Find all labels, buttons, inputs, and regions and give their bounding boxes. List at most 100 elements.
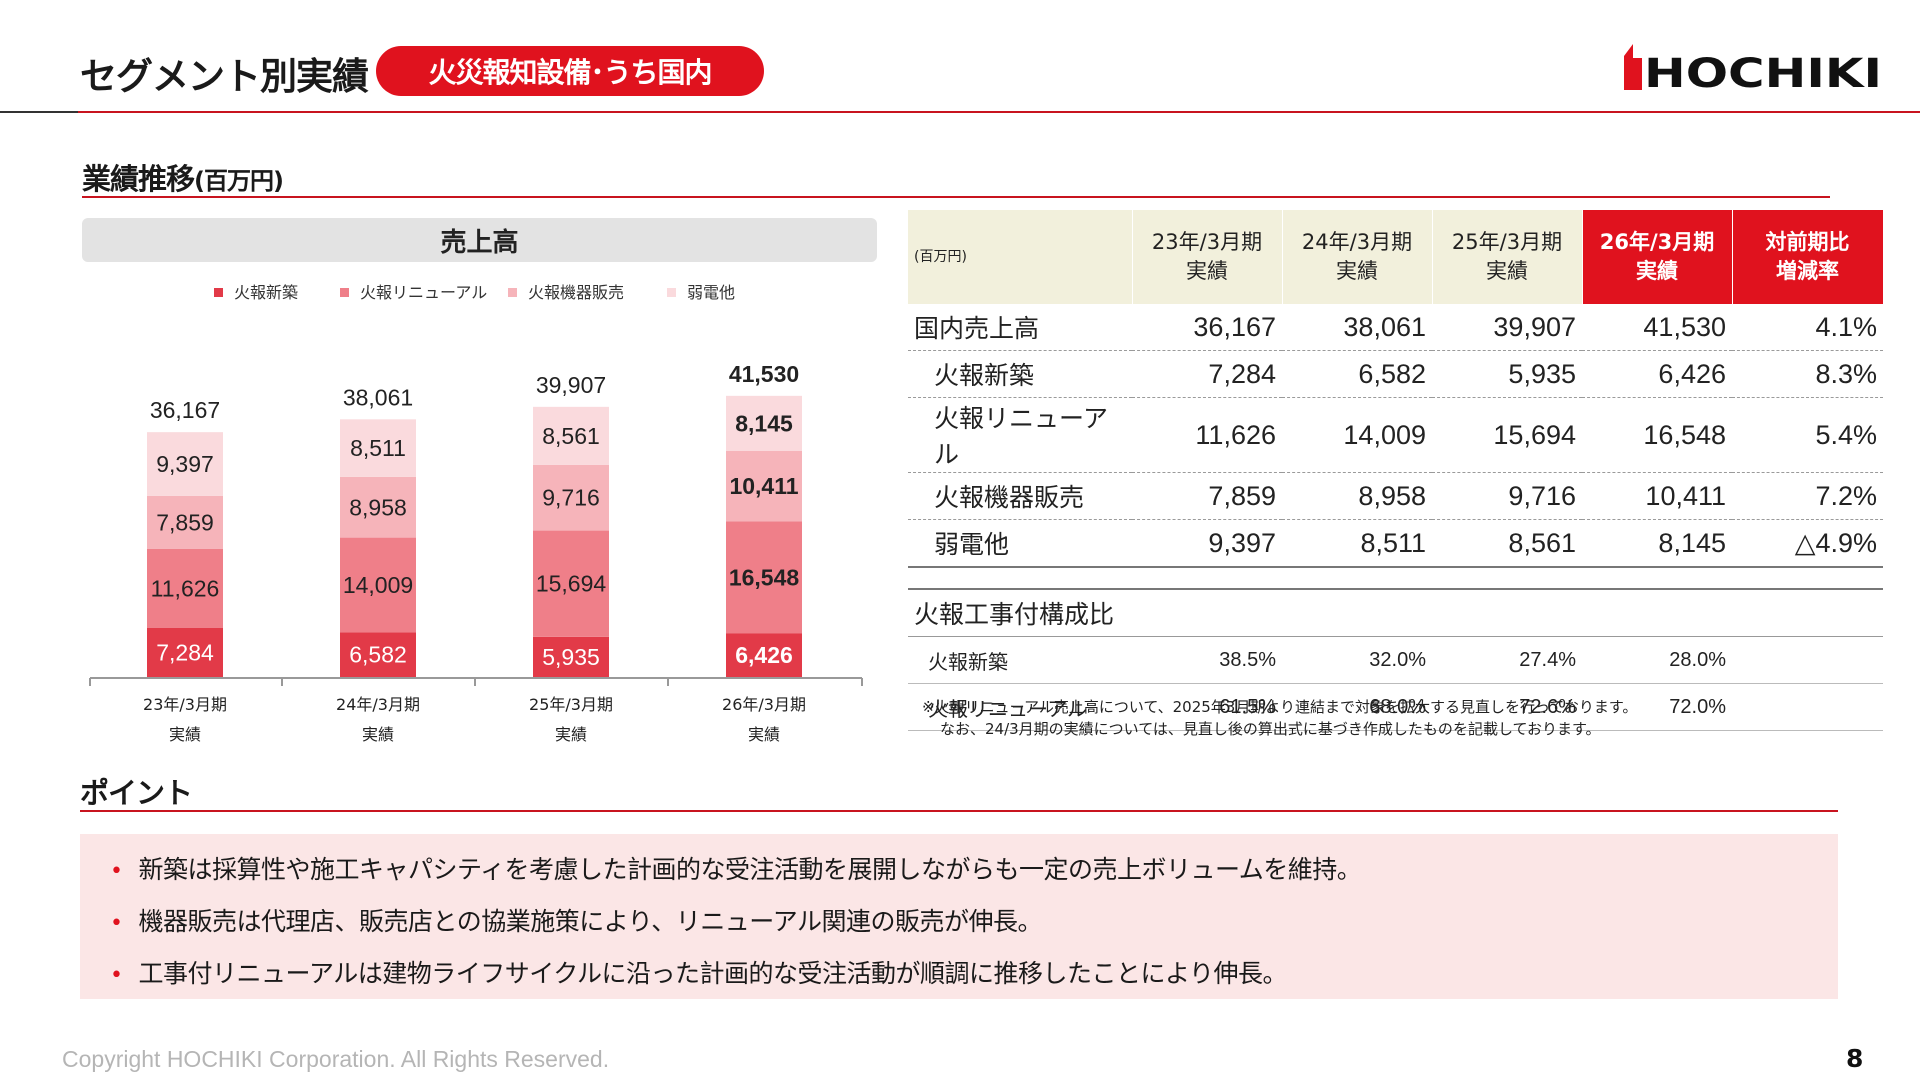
logo-flame-mark — [1624, 44, 1633, 90]
header-line2: 増減率 — [1776, 259, 1839, 283]
bar-value-label: 15,694 — [536, 571, 607, 597]
bar-value-label: 10,411 — [729, 473, 798, 499]
x-tick-label: 23年/3月期 — [143, 695, 227, 714]
bar-value-label: 6,582 — [349, 642, 407, 668]
table-row-renewal: 火報リニューアル 11,626 14,009 15,694 16,548 5.4… — [908, 397, 1883, 473]
ratio-section-label: 火報工事付構成比 — [908, 589, 1883, 637]
legend-swatch — [340, 288, 349, 297]
table-ratio-row-renewal: 火報リニューアル 61.5% 68.0% 72.6% 72.0% — [908, 683, 1883, 731]
table-header-fy24: 24年/3月期 実績 — [1282, 210, 1433, 304]
table-unit-label: (百万円) — [908, 210, 1133, 304]
bar-segment — [726, 395, 802, 451]
copyright-text: Copyright HOCHIKI Corporation. All Right… — [62, 1046, 610, 1072]
point-text: 機器販売は代理店、販売店との協業施策により、リニューアル関連の販売が伸長。 — [138, 907, 1042, 936]
cell-value: 8,958 — [1282, 472, 1432, 520]
cell-value: 8.3% — [1732, 350, 1883, 398]
cell-value: 72.0% — [1582, 683, 1732, 731]
header-line1: 23年/3月期 — [1151, 230, 1263, 254]
bar-value-label: 9,716 — [542, 485, 600, 511]
cell-value: 9,397 — [1132, 519, 1282, 568]
cell-value: 5.4% — [1732, 397, 1883, 473]
bullet-icon: • — [110, 859, 123, 884]
hochiki-logo: HOCHIKI — [1624, 44, 1882, 90]
point-item: • 機器販売は代理店、販売店との協業施策により、リニューアル関連の販売が伸長。 — [110, 902, 1042, 938]
bar-total-label: 39,907 — [536, 372, 606, 398]
header-line1: 25年/3月期 — [1451, 230, 1563, 254]
performance-rule — [82, 196, 1830, 198]
bar-segment — [340, 537, 416, 633]
chart-title: 売上高 — [82, 218, 877, 262]
header-line2: 実績 — [1636, 259, 1678, 283]
table-row-domestic-sales: 国内売上高 36,167 38,061 39,907 41,530 4.1% — [908, 304, 1883, 351]
row-label: 火報リニューアル — [908, 683, 1132, 731]
cell-value: 61.5% — [1132, 683, 1282, 731]
header-rule — [0, 111, 1920, 113]
cell-value: 4.1% — [1732, 304, 1883, 351]
cell-value: 10,411 — [1582, 472, 1732, 520]
bullet-icon: • — [110, 963, 123, 988]
points-box — [80, 834, 1838, 999]
cell-value: 16,548 — [1582, 397, 1732, 473]
table-section-ratio: 火報工事付構成比 — [908, 589, 1883, 637]
bar-segment — [726, 521, 802, 634]
header-line2: 実績 — [1336, 259, 1378, 283]
row-label: 火報新築 — [908, 350, 1132, 398]
bar-segment — [726, 633, 802, 677]
bar-value-label: 8,561 — [542, 423, 600, 449]
table-ratio-row-new: 火報新築 38.5% 32.0% 27.4% 28.0% — [908, 636, 1883, 684]
cell-value: △4.9% — [1732, 519, 1883, 568]
legend-swatch — [667, 288, 676, 297]
table-row-new-construction: 火報新築 7,284 6,582 5,935 6,426 8.3% — [908, 350, 1883, 398]
page-title: セグメント別実績 — [80, 55, 369, 98]
header-line1: 対前期比 — [1765, 230, 1850, 254]
x-tick-label: 26年/3月期 — [722, 695, 806, 714]
cell-empty — [1732, 683, 1883, 731]
point-item: • 工事付リニューアルは建物ライフサイクルに沿った計画的な受注活動が順調に推移した… — [110, 954, 1287, 990]
bar-segment — [340, 476, 416, 538]
legend-swatch — [214, 288, 223, 297]
table-header-fy26: 26年/3月期 実績 — [1582, 210, 1733, 304]
table-header-row: (百万円) 23年/3月期 実績 24年/3月期 実績 25年/3月期 実績 26年/… — [908, 210, 1884, 304]
cell-value: 14,009 — [1282, 397, 1432, 473]
cell-value: 8,511 — [1282, 519, 1432, 568]
cell-value: 7.2% — [1732, 472, 1883, 520]
cell-value: 11,626 — [1132, 397, 1282, 473]
sales-stacked-bar-chart: 火報新築 火報リニューアル 火報機器販売 弱電他 7,284 11,626 7,859 9,… — [89, 283, 863, 744]
bullet-icon: • — [110, 911, 123, 936]
logo-flame-bar — [1633, 58, 1642, 90]
row-label: 国内売上高 — [908, 304, 1132, 351]
cell-value: 72.6% — [1432, 683, 1582, 731]
header-line2: 実績 — [1486, 259, 1528, 283]
cell-value: 7,859 — [1132, 472, 1282, 520]
table-header-yoy: 対前期比 増減率 — [1732, 210, 1884, 304]
x-tick-sublabel: 実績 — [362, 725, 394, 744]
cell-empty — [1732, 636, 1883, 684]
bar-segment — [340, 632, 416, 677]
bar-total-label: 36,167 — [150, 397, 220, 423]
table-row-equipment-sales: 火報機器販売 7,859 8,958 9,716 10,411 7.2% — [908, 472, 1883, 520]
legend-swatch — [508, 288, 517, 297]
table-header-fy25: 25年/3月期 実績 — [1432, 210, 1583, 304]
chart-bars: 7,284 11,626 7,859 9,397 36,167 6,582 14,009 8,… — [147, 361, 802, 677]
row-label: 火報新築 — [908, 636, 1132, 684]
point-text: 新築は採算性や施工キャパシティを考慮した計画的な受注活動を展開しながらも一定の売… — [138, 855, 1362, 884]
bar-value-label: 16,548 — [729, 564, 800, 590]
x-tick-label: 24年/3月期 — [336, 695, 420, 714]
legend-label: 火報新築 — [234, 283, 298, 302]
logo-text: HOCHIKI — [1644, 51, 1882, 90]
cell-value: 27.4% — [1432, 636, 1582, 684]
x-tick-sublabel: 実績 — [748, 725, 780, 744]
legend-label: 弱電他 — [687, 283, 735, 302]
cell-value: 68.0% — [1282, 683, 1432, 731]
bar-segment — [533, 530, 609, 637]
performance-heading: 業績推移(百万円) — [82, 156, 284, 198]
bar-segment — [533, 406, 609, 465]
x-tick-label: 25年/3月期 — [529, 695, 613, 714]
bar-total-label: 38,061 — [343, 384, 413, 410]
cell-value: 41,530 — [1582, 304, 1732, 351]
points-rule — [80, 810, 1838, 812]
x-tick-sublabel: 実績 — [169, 725, 201, 744]
bar-segment — [147, 432, 223, 496]
bar-value-label: 8,511 — [350, 435, 406, 461]
bar-segment — [340, 419, 416, 477]
